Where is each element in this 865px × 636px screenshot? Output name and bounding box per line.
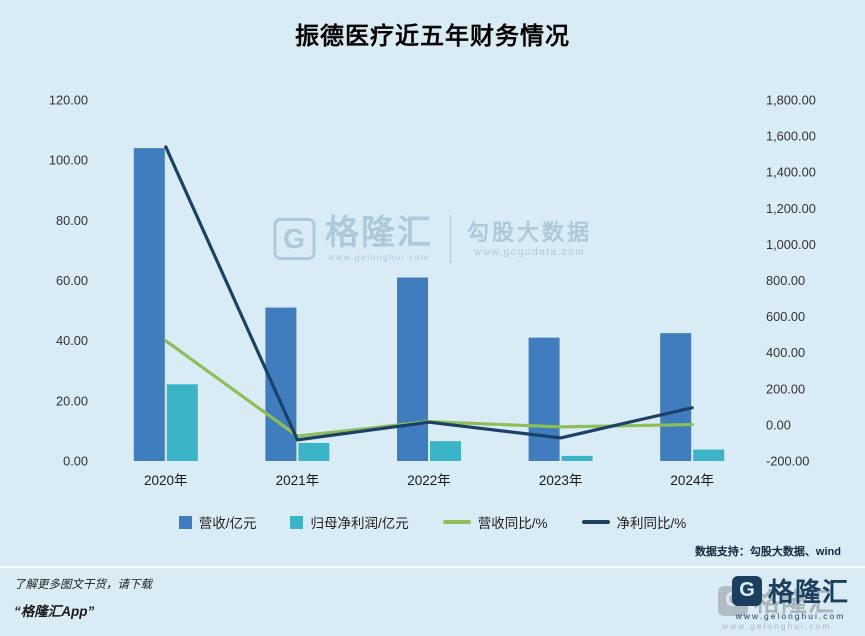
- x-axis-label: 2021年: [276, 473, 320, 488]
- left-axis-tick: 20.00: [56, 393, 88, 408]
- bar-营收/亿元: [397, 277, 428, 461]
- legend-label: 净利同比/%: [616, 516, 687, 531]
- bar-归母净利润/亿元: [693, 449, 725, 461]
- footer-divider: [0, 566, 865, 568]
- bar-归母净利润/亿元: [166, 384, 198, 461]
- legend-marker-box: [178, 515, 192, 529]
- bar-营收/亿元: [660, 333, 692, 461]
- x-axis-label: 2024年: [670, 473, 714, 488]
- right-axis-tick: 1,800.00: [766, 93, 816, 108]
- left-axis-tick: 60.00: [56, 273, 88, 288]
- data-source-note: 数据支持：勾股大数据、wind: [694, 546, 841, 558]
- footer-logo-main: G 格隆汇 www.gelonghui.com: [731, 572, 849, 621]
- watermark-divider: [448, 215, 451, 263]
- right-axis-tick: 200.00: [766, 381, 805, 396]
- legend-item: 营收同比/%: [442, 512, 548, 532]
- footer-logo-url: www.gelonghui.com: [735, 611, 846, 621]
- footer-logo-brand: 格隆汇: [753, 587, 835, 617]
- footer-app-name: “格隆汇App”: [14, 604, 95, 619]
- left-axis-tick: 120.00: [49, 93, 88, 108]
- left-axis-tick: 0.00: [63, 454, 88, 469]
- watermark: G 格隆汇 www.gelonghui.com 勾股大数据 www.goguda…: [272, 214, 593, 263]
- legend-label: 营收/亿元: [198, 516, 257, 531]
- x-axis-label: 2023年: [539, 473, 583, 488]
- footer-logo-url: www.gelonghui.com: [721, 621, 832, 631]
- watermark-brand: 格隆汇: [324, 214, 433, 253]
- footer-logo-brand: 格隆汇: [767, 577, 849, 607]
- watermark-product-url: www.gogudata.com: [473, 246, 586, 258]
- x-axis-label: 2022年: [407, 473, 451, 488]
- bar-归母净利润/亿元: [561, 455, 593, 461]
- right-axis-tick: 1,400.00: [766, 165, 816, 180]
- legend-marker-box: [290, 515, 304, 529]
- legend-marker-line: [581, 520, 610, 524]
- bar-归母净利润/亿元: [430, 441, 461, 461]
- legend-label: 营收同比/%: [477, 516, 548, 531]
- watermark-brand-url: www.gelonghui.com: [328, 251, 430, 262]
- bar-营收/亿元: [528, 337, 560, 461]
- right-axis-tick: -200.00: [766, 454, 809, 469]
- bar-营收/亿元: [265, 307, 297, 461]
- gelonghui-watermark-logo-icon: G: [272, 218, 315, 260]
- legend-item: 归母净利润/亿元: [290, 512, 409, 532]
- right-axis-tick: 600.00: [766, 309, 805, 324]
- x-axis-label: 2020年: [144, 473, 188, 488]
- watermark-product: 勾股大数据: [466, 220, 593, 246]
- chart-legend: 营收/亿元 归母净利润/亿元 营收同比/% 净利同比/%: [0, 512, 865, 532]
- footer-promo-text: 了解更多图文干货，请下载: [14, 579, 152, 591]
- right-axis-tick: 1,000.00: [766, 237, 816, 252]
- line-净利同比/%: [164, 145, 694, 442]
- left-axis-tick: 40.00: [56, 333, 88, 348]
- chart-canvas: 120.00 100.00 80.00 60.00 40.00 20.00 0.00 1,80…: [49, 93, 816, 489]
- right-axis-tick: 1,200.00: [766, 201, 816, 216]
- legend-label: 归母净利润/亿元: [310, 516, 409, 531]
- footer-promo: 了解更多图文干货，请下载 “格隆汇App”: [14, 576, 152, 620]
- right-axis-tick: 1,600.00: [766, 129, 816, 144]
- footer: 了解更多图文干货，请下载 “格隆汇App” G 格隆汇 www.gelonghu…: [0, 568, 865, 636]
- gelonghui-footer-logo: G 格隆汇 www.gelonghui.com G 格隆汇 www.gelong…: [699, 572, 849, 631]
- chart-title: 振德医疗近五年财务情况: [295, 23, 570, 50]
- right-axis-tick: 800.00: [766, 273, 805, 288]
- gelonghui-g-icon: G: [731, 575, 762, 606]
- legend-item: 净利同比/%: [581, 512, 687, 532]
- bar-归母净利润/亿元: [298, 442, 330, 461]
- right-axis-tick: 0.00: [766, 417, 791, 432]
- right-axis-tick: 400.00: [766, 345, 805, 360]
- left-axis-tick: 100.00: [49, 153, 88, 168]
- left-axis-tick: 80.00: [56, 213, 88, 228]
- bar-营收/亿元: [133, 148, 165, 461]
- legend-item: 营收/亿元: [178, 512, 257, 532]
- legend-marker-line: [442, 520, 471, 524]
